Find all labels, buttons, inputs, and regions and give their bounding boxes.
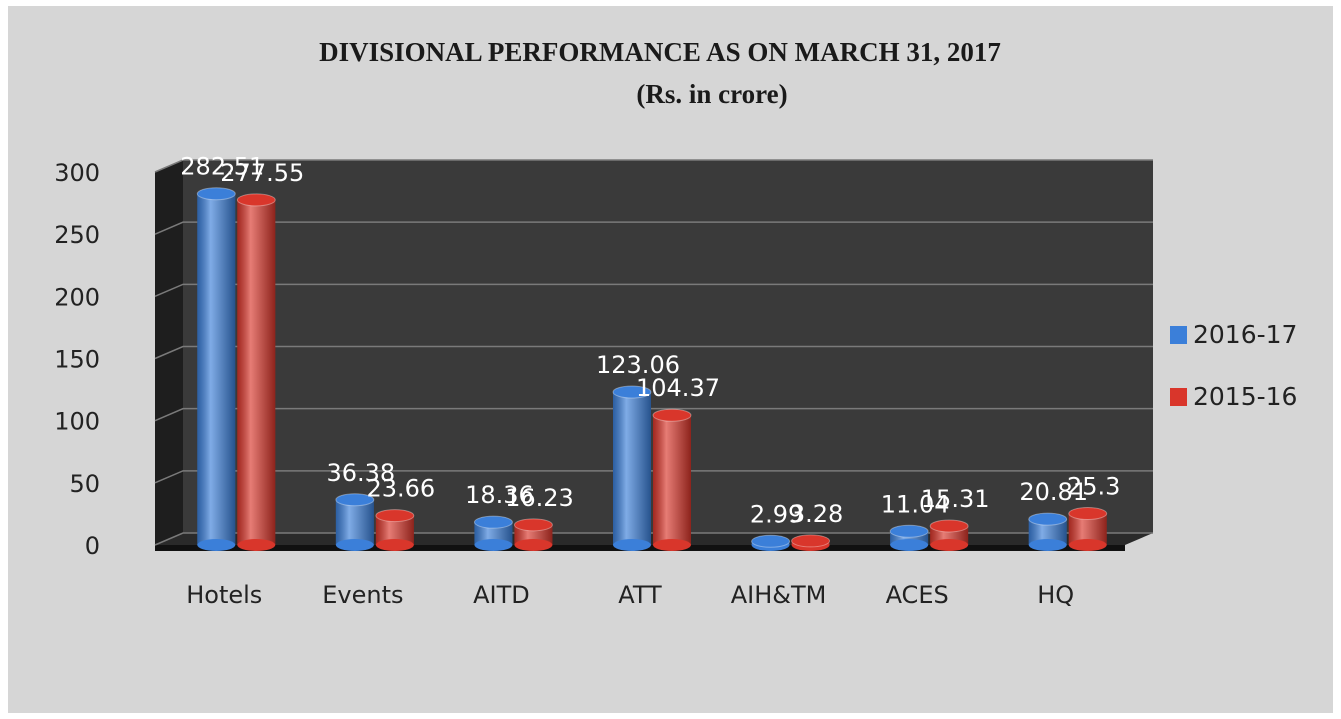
bar-base — [335, 539, 374, 551]
bar-base — [1068, 539, 1107, 551]
data-label: 2.99 — [750, 500, 803, 528]
data-label: 11.04 — [881, 490, 950, 518]
grid-line — [154, 470, 1153, 484]
y-tick-label: 0 — [85, 532, 100, 560]
legend-label: 2015-16 — [1193, 382, 1297, 411]
data-label: 18.36 — [465, 481, 534, 509]
data-label: 25.3 — [1067, 473, 1120, 501]
data-label: 15.31 — [921, 485, 990, 513]
data-label: 123.06 — [596, 351, 680, 379]
bar-shade — [237, 199, 276, 545]
bar-top — [751, 534, 791, 548]
bar-top — [1068, 507, 1108, 521]
bar-top — [513, 518, 553, 532]
data-label: 282.51 — [180, 153, 264, 181]
data-label: 104.37 — [636, 374, 720, 402]
chart-title: DIVISIONAL PERFORMANCE AS ON MARCH 31, 2… — [319, 37, 1001, 67]
grid-line — [154, 159, 1153, 173]
bar-top — [196, 187, 236, 201]
bar-top — [889, 524, 929, 538]
bar-base — [237, 539, 276, 551]
y-tick-label: 250 — [54, 221, 100, 249]
chart-subtitle: (Rs. in crore) — [636, 79, 787, 109]
y-tick-label: 150 — [54, 346, 100, 374]
data-label: 277.55 — [220, 159, 304, 187]
bar-top — [791, 534, 831, 548]
x-tick-label: AIH&TM — [731, 581, 827, 609]
bar-top — [929, 519, 969, 533]
bar-top — [236, 193, 276, 207]
legend-swatch — [1170, 388, 1187, 406]
bar-base — [890, 539, 929, 551]
data-label: 16.23 — [505, 484, 574, 512]
bar-shade — [197, 193, 236, 545]
bar-shade — [335, 499, 374, 545]
x-tick-label: Events — [322, 581, 403, 609]
grid-line — [154, 532, 1153, 546]
y-tick-label: 300 — [54, 159, 100, 187]
bar-base — [474, 539, 513, 551]
bar-top — [473, 515, 513, 529]
bar-base — [197, 539, 236, 551]
bar-base — [613, 539, 651, 551]
grid-line — [154, 407, 1153, 422]
bar-shade — [653, 415, 691, 545]
x-tick-label: AITD — [473, 581, 530, 609]
grid-line — [154, 221, 1153, 235]
data-label: 23.66 — [366, 475, 435, 503]
bar-base — [930, 539, 969, 551]
y-tick-label: 50 — [69, 470, 100, 498]
bar-top — [375, 509, 415, 523]
data-label: 20.81 — [1019, 478, 1088, 506]
legend-label: 2016-17 — [1193, 320, 1297, 349]
grid-line — [154, 283, 1153, 298]
bar-base — [375, 539, 414, 551]
x-tick-label: HQ — [1037, 581, 1074, 609]
bar-top — [612, 385, 652, 399]
legend-swatch — [1170, 326, 1187, 344]
grid-line — [154, 345, 1153, 360]
bar-base — [653, 539, 691, 551]
bar-base — [1028, 539, 1067, 551]
bar-shade — [474, 522, 513, 545]
bar-top — [652, 408, 692, 422]
bar-shade — [613, 391, 651, 545]
bar-base — [514, 539, 553, 551]
bar-top — [335, 493, 375, 507]
bar-top — [1028, 512, 1068, 526]
data-label: 3.28 — [790, 500, 843, 528]
y-tick-label: 100 — [54, 408, 100, 436]
x-tick-label: Hotels — [186, 581, 262, 609]
x-tick-label: ATT — [618, 581, 662, 609]
x-tick-label: ACES — [886, 581, 949, 609]
y-tick-label: 200 — [54, 283, 100, 311]
data-label: 36.38 — [326, 459, 395, 487]
